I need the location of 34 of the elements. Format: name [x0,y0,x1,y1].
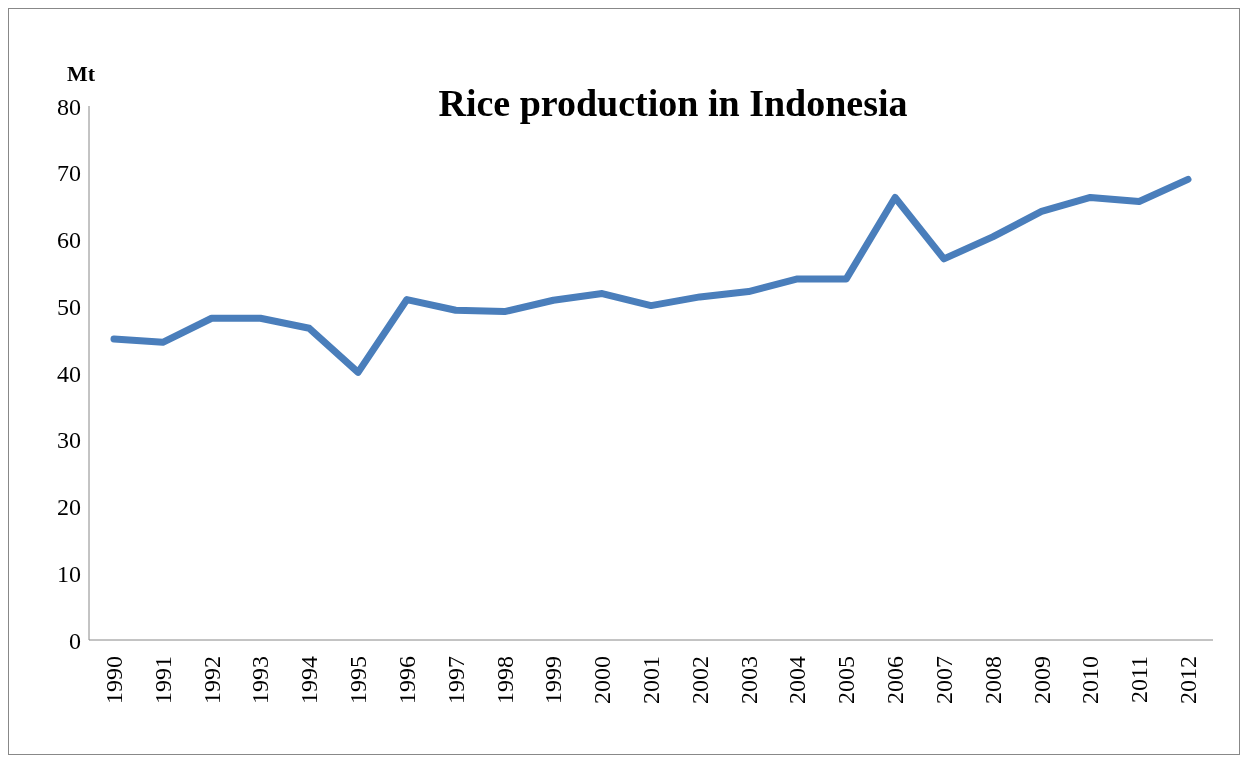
x-tick-label: 1995 [345,656,372,704]
x-tick-label: 2005 [833,656,860,704]
y-tick-label: 60 [57,227,81,254]
y-tick-label: 30 [57,427,81,454]
y-tick-label: 10 [57,560,81,587]
chart-title: Rice production in Indonesia [438,82,908,124]
y-axis-title: Mt [67,61,96,87]
x-tick-label: 2002 [686,656,713,704]
x-tick-label: 2006 [882,656,909,704]
x-tick-label: 1996 [393,656,420,704]
y-tick-label: 0 [69,627,81,654]
x-tick-label: 1993 [247,656,274,704]
x-tick-label: 1999 [540,656,567,704]
y-tick-label: 50 [57,293,81,320]
x-tick-label: 2010 [1077,656,1104,704]
x-tick-label: 1990 [101,656,127,704]
y-tick-label: 20 [57,494,81,521]
x-tick-label: 1997 [442,656,469,704]
x-tick-label: 1991 [149,656,176,704]
x-tick-label: 2009 [1028,656,1055,704]
x-tick-label: 2008 [979,656,1006,704]
y-tick-label: 80 [57,93,81,120]
x-tick-label: 2000 [589,656,616,704]
y-tick-label: 40 [57,360,81,387]
x-tick-label: 2011 [1126,656,1153,704]
y-tick-label: 70 [57,160,81,187]
x-tick-label: 2001 [638,656,664,704]
x-tick-label: 2012 [1175,656,1201,704]
x-tick-label: 2003 [735,656,762,704]
x-tick-label: 1992 [198,656,225,704]
x-tick-label: 1998 [491,656,518,704]
x-tick-label: 2004 [784,656,811,704]
x-tick-label: 1994 [296,656,323,704]
x-tick-label: 2007 [930,656,957,704]
